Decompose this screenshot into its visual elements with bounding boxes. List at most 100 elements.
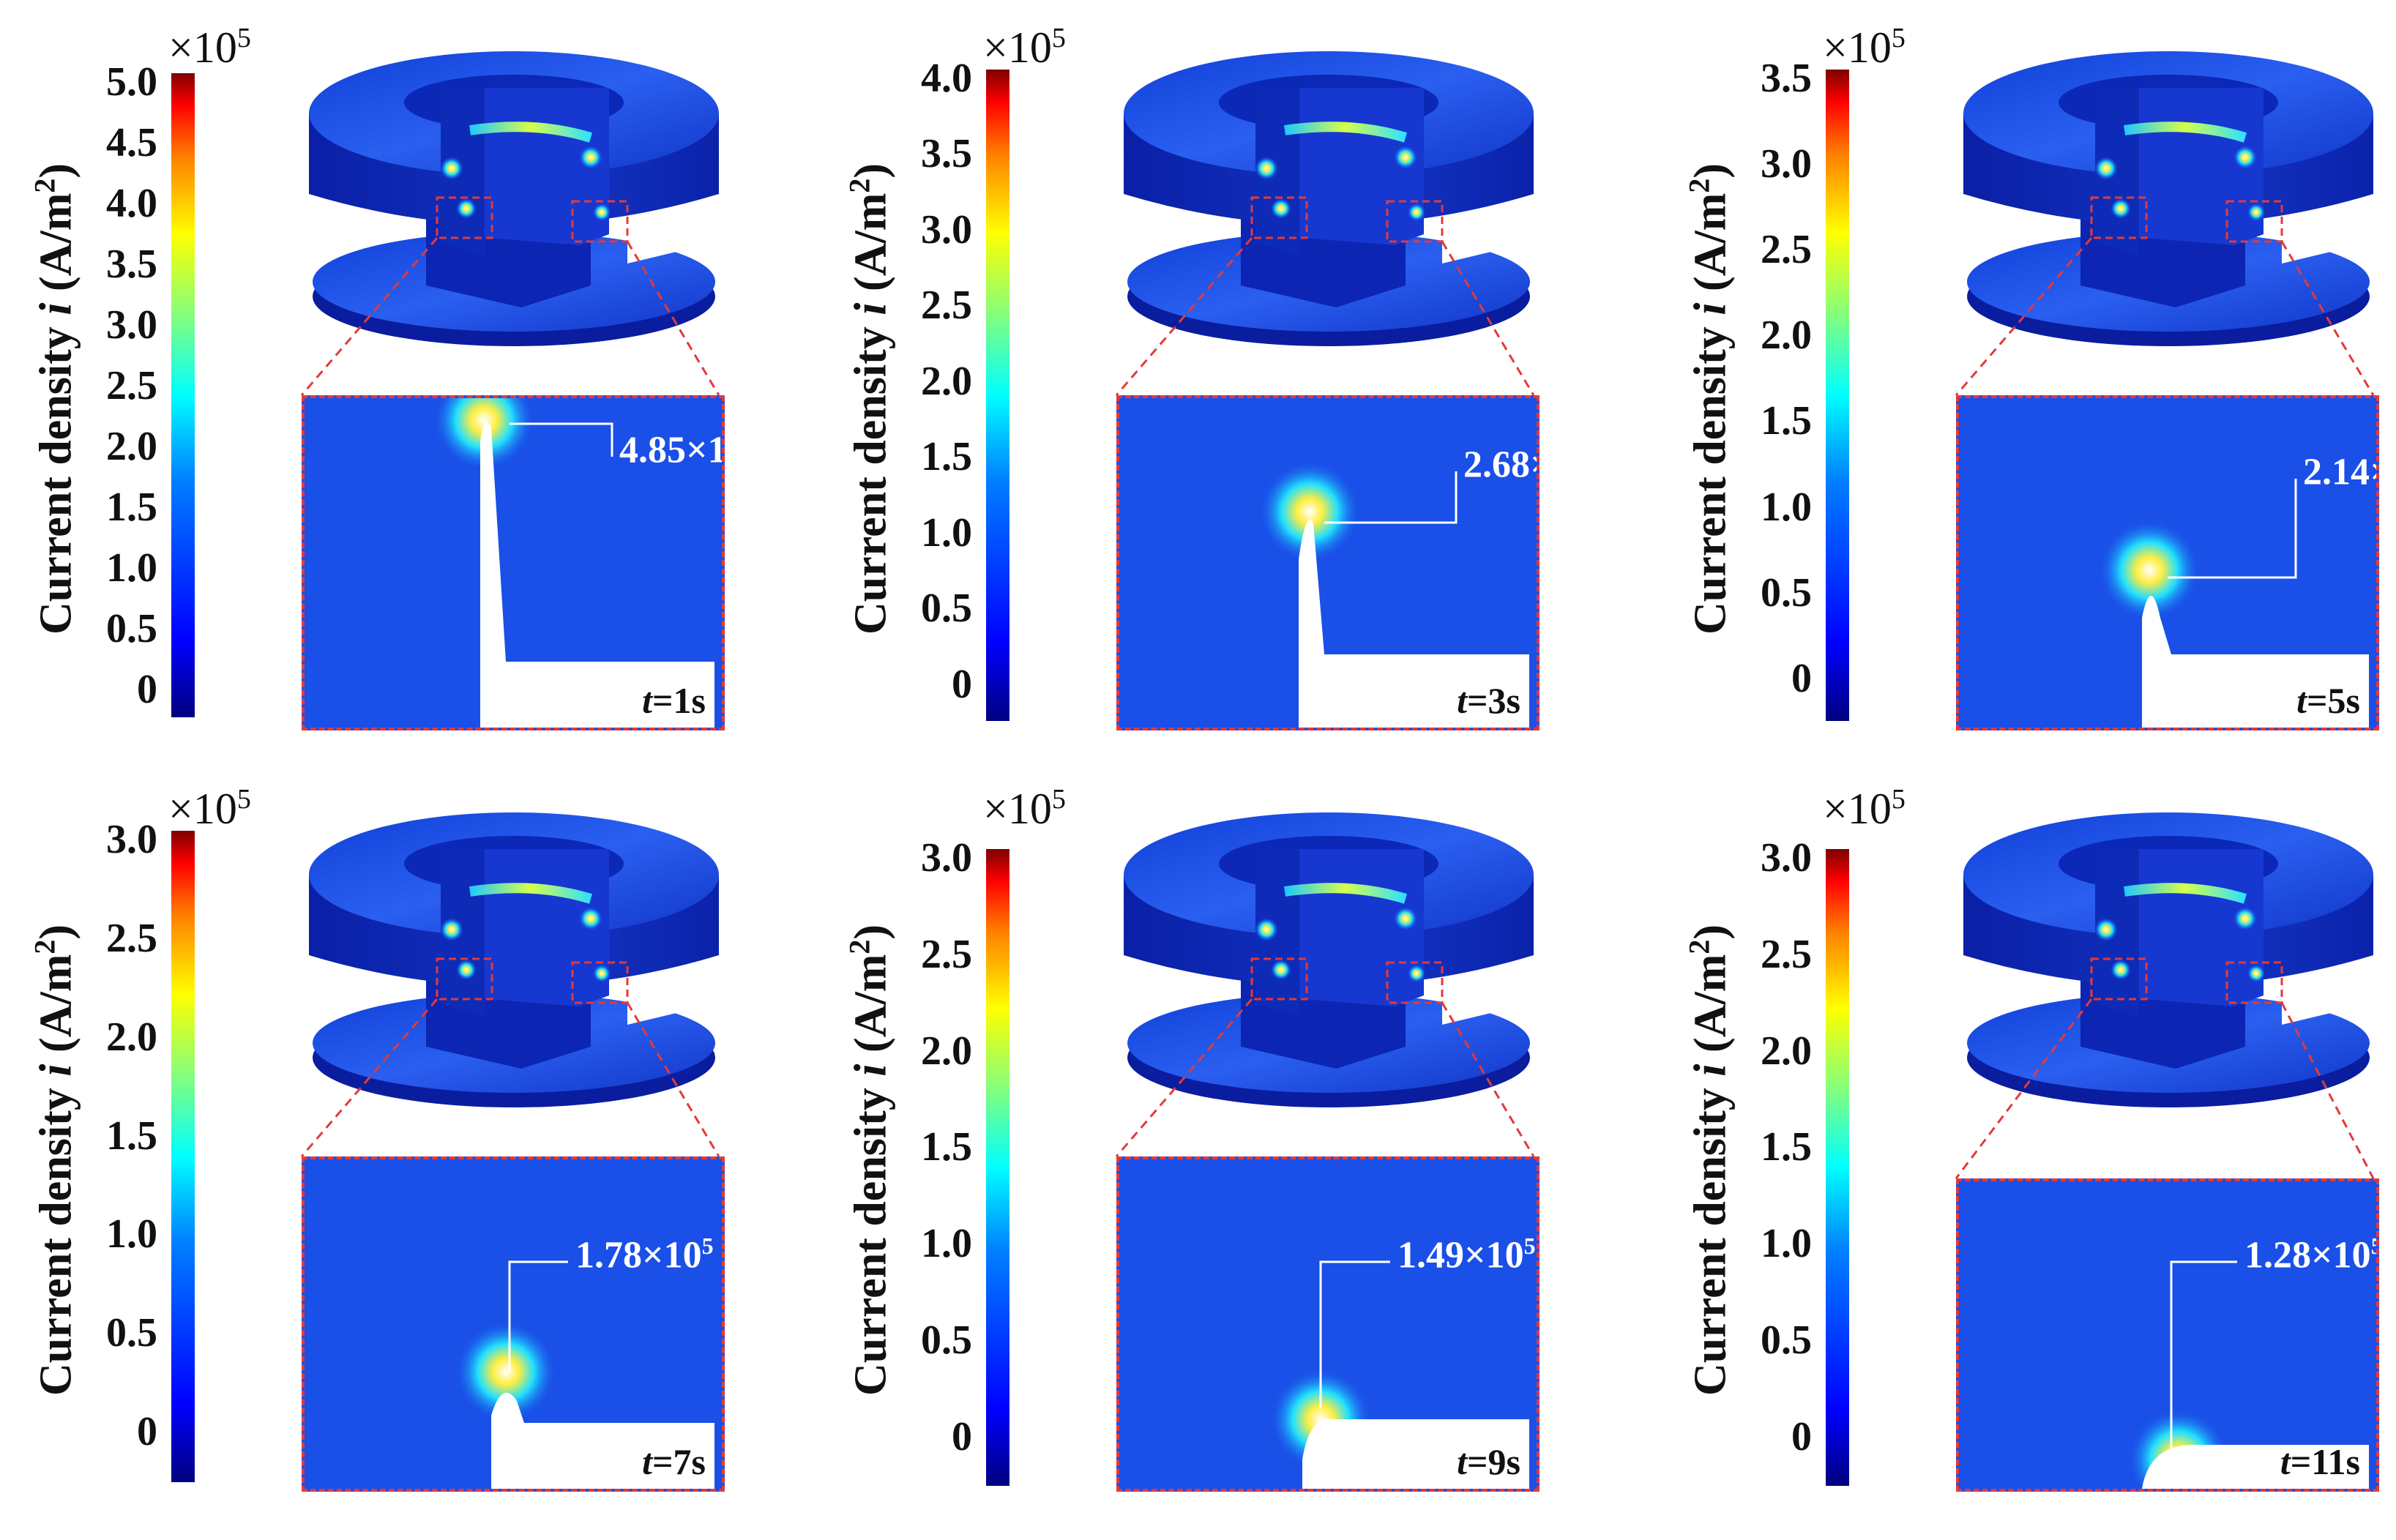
connector-left	[1955, 998, 2093, 1179]
notch	[1442, 212, 1534, 263]
peak-value: 2.68×105	[1463, 442, 1537, 486]
connector-right	[2280, 241, 2375, 396]
colorbar-tick: 3.0	[106, 302, 157, 348]
zoom-box-right	[1386, 200, 1444, 243]
peak-value: 1.78×105	[575, 1233, 714, 1277]
zoom-connector	[1955, 998, 2375, 1179]
hotspot-low-left	[1271, 960, 1291, 980]
time-var: t	[642, 680, 653, 721]
colorbar-tick: 2.0	[1761, 1028, 1812, 1074]
peak-exp: 5	[701, 1233, 714, 1259]
colorbar-tick: 0	[1791, 1413, 1812, 1459]
hotspot-low-left	[2111, 960, 2131, 980]
time-label: t=7s	[642, 1440, 706, 1483]
mult-exp: 5	[236, 784, 251, 815]
colorbar-tick: 0	[952, 1413, 972, 1459]
peak-leader	[508, 1260, 568, 1372]
3d-model	[1124, 51, 1534, 346]
time-label: t=9s	[1457, 1440, 1520, 1483]
zoom-field	[305, 398, 722, 728]
mult-base: ×10	[1823, 785, 1892, 833]
colorbar-tick: 0	[952, 661, 972, 707]
colorbar-tick: 2.0	[106, 424, 157, 470]
colorbar-tick: 0	[137, 667, 157, 713]
colorbar-tick: 3.5	[921, 131, 972, 177]
zoom-connector	[1115, 237, 1535, 396]
3d-model	[1963, 812, 2373, 1107]
colorbar-tick: 3.0	[1761, 141, 1812, 187]
mult-exp: 5	[1051, 23, 1066, 53]
colorbar-multiplier: ×105	[1823, 22, 1906, 73]
mult-base: ×10	[168, 785, 237, 833]
3d-model	[1124, 812, 1534, 1107]
colorbar-tick: 3.0	[921, 835, 972, 881]
zoom-connector	[1115, 998, 1535, 1157]
colorbar-tick: 5.0	[106, 59, 157, 105]
peak-exp: 5	[1523, 1233, 1536, 1259]
colorbar-tick: 1.5	[1761, 1124, 1812, 1170]
zoom-box-left	[436, 957, 493, 1001]
colorbar-tick: 2.0	[921, 358, 972, 404]
time-rest: =3s	[1467, 680, 1520, 721]
colorbar-tick: 1.0	[921, 509, 972, 556]
colorbar-tick: 4.0	[106, 181, 157, 227]
peak-glow	[455, 1320, 557, 1423]
hot-band	[1284, 883, 1408, 904]
time-label: t=11s	[2280, 1440, 2360, 1483]
connector-left	[300, 998, 438, 1157]
peak-base: 4.85×10	[619, 429, 722, 471]
time-var: t	[2296, 680, 2307, 721]
peak-leader	[2170, 1260, 2237, 1452]
time-rest: =5s	[2307, 680, 2360, 721]
hotspot-left	[440, 918, 463, 941]
colorbar-multiplier: ×105	[983, 22, 1066, 73]
colorbar-tick: 1.0	[106, 545, 157, 591]
zoom-box-right	[571, 200, 629, 243]
zoom-box-left	[436, 196, 493, 239]
hot-band	[1284, 122, 1408, 143]
zoom-box-left	[2090, 196, 2148, 239]
colorbar-tick: 3.0	[106, 817, 157, 862]
colorbar	[171, 831, 195, 1482]
time-label: t=1s	[642, 679, 706, 722]
colorbar-multiplier: ×105	[983, 783, 1066, 834]
electrode-cutout	[491, 1392, 714, 1489]
zoom-box-right	[571, 961, 629, 1004]
connector-left	[300, 237, 438, 396]
hotspot-right	[579, 146, 602, 169]
mult-exp: 5	[1051, 784, 1066, 815]
hotspot-right	[2233, 146, 2257, 169]
colorbar-multiplier: ×105	[168, 22, 251, 73]
connector-left	[1955, 237, 2093, 396]
notch	[2282, 212, 2373, 263]
hotspot-low-right	[1408, 965, 1425, 982]
peak-leader	[1324, 471, 1458, 524]
colorbar-tick: 1.5	[921, 1124, 972, 1170]
colorbar-tick: 0.5	[1761, 1317, 1812, 1364]
zoom-box-left	[1250, 957, 1308, 1001]
colorbar-tick: 3.0	[921, 206, 972, 253]
colorbar-tick: 1.5	[106, 1113, 157, 1159]
colorbar-tick: 2.5	[1761, 931, 1812, 977]
zoom-box-right	[2225, 961, 2283, 1004]
notch	[2282, 973, 2373, 1025]
colorbar-tick: 2.5	[921, 283, 972, 329]
mult-base: ×10	[983, 23, 1052, 72]
time-label: t=3s	[1457, 679, 1520, 722]
mult-base: ×10	[983, 785, 1052, 833]
colorbar-tick: 1.5	[921, 434, 972, 480]
hotspot-low-left	[1271, 198, 1291, 219]
time-var: t	[2280, 1441, 2291, 1482]
peak-value: 1.28×105	[2244, 1233, 2376, 1277]
peak-value: 4.85×105	[619, 427, 722, 471]
colorbar-tick: 1.5	[106, 485, 157, 531]
connector-right	[2280, 1002, 2375, 1179]
hotspot-right	[579, 907, 602, 930]
zoom-inset: 2.14×105 t=5s	[1956, 395, 2379, 730]
3d-model	[309, 51, 719, 346]
zoom-field	[1119, 1159, 1537, 1489]
hot-band	[469, 122, 593, 143]
connector-left	[1115, 998, 1253, 1157]
zoom-field	[305, 1159, 722, 1489]
mult-exp: 5	[1891, 784, 1906, 815]
